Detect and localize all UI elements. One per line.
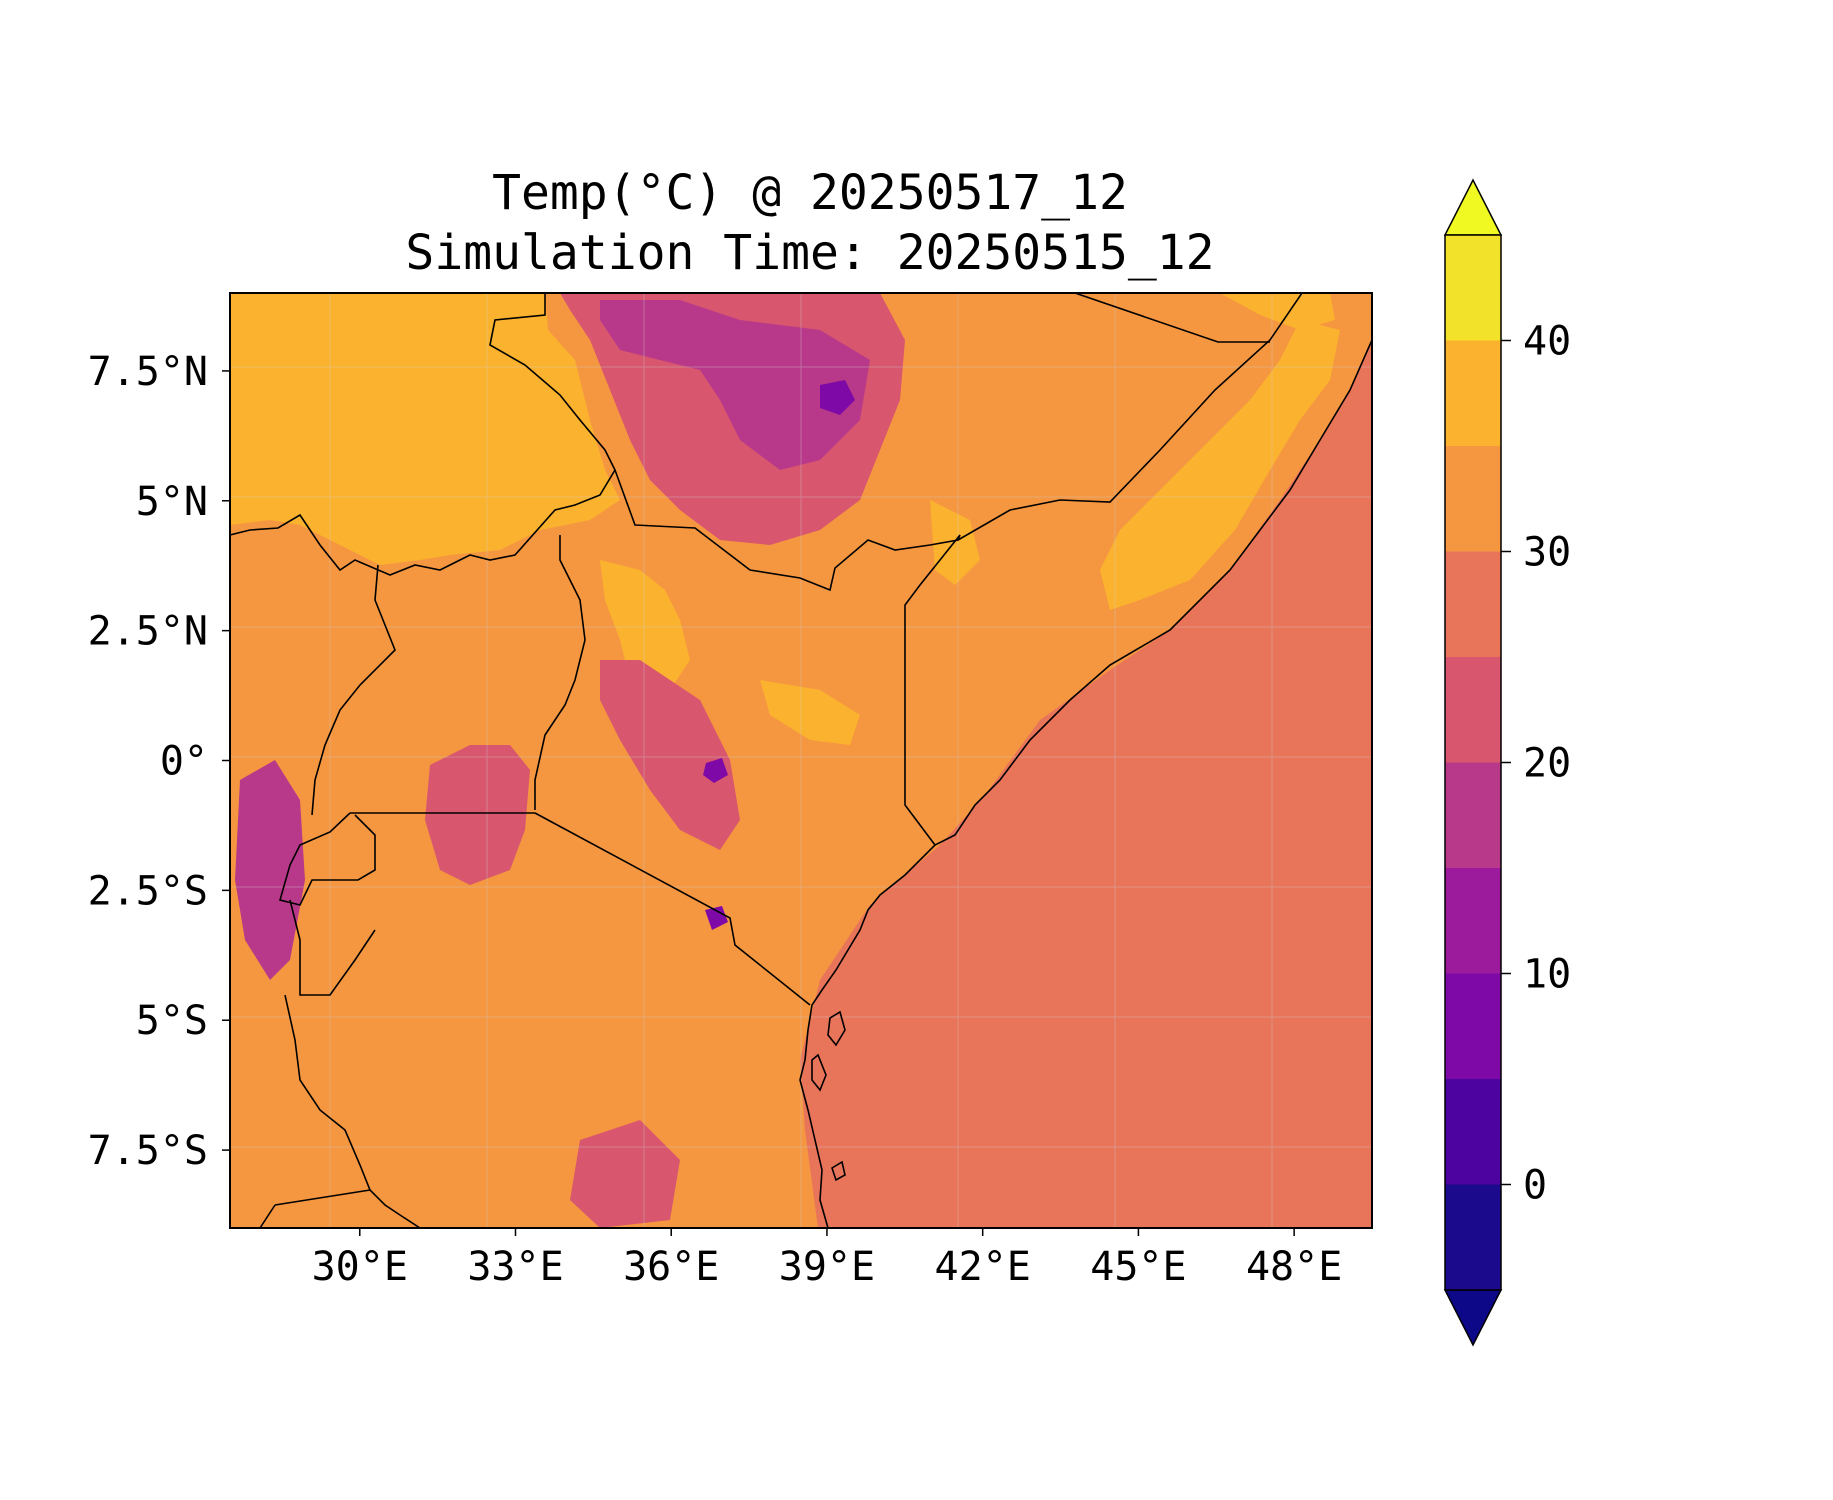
ethiopia-kenya-border bbox=[614, 469, 961, 592]
colorbar-segment bbox=[1445, 1184, 1501, 1290]
pemba bbox=[811, 1053, 827, 1092]
y-tick-label: 5°S bbox=[136, 998, 208, 1044]
ethiopia-somalia-border bbox=[957, 293, 1303, 541]
x-tick-label: 42°E bbox=[935, 1244, 1031, 1290]
x-tick-label: 45°E bbox=[1090, 1244, 1186, 1290]
map-area bbox=[230, 293, 1372, 1228]
coastline bbox=[799, 339, 1372, 1228]
colorbar-segment bbox=[1445, 657, 1501, 763]
colorbar-tick-label: 10 bbox=[1523, 952, 1571, 998]
x-tick-label: 30°E bbox=[312, 1244, 408, 1290]
colorbar-segment bbox=[1445, 235, 1501, 341]
chart-subtitle: Simulation Time: 20250515_12 bbox=[405, 225, 1215, 281]
colorbar-segment bbox=[1445, 1079, 1501, 1185]
hot-region-turkana bbox=[600, 560, 690, 700]
colorbar-tick-label: 0 bbox=[1523, 1163, 1547, 1209]
y-tick-label: 2.5°N bbox=[88, 609, 208, 655]
x-tick-label: 39°E bbox=[779, 1244, 875, 1290]
y-tick-label: 2.5°S bbox=[88, 868, 208, 914]
drc-tanzania-lake bbox=[284, 994, 421, 1228]
x-axis: 30°E 33°E 36°E 39°E 42°E 45°E 48°E bbox=[312, 1228, 1342, 1290]
colorbar-segment bbox=[1445, 340, 1501, 446]
colorbar-segment bbox=[1445, 446, 1501, 552]
chart-title: Temp(°C) @ 20250517_12 bbox=[492, 165, 1128, 221]
colorbar-extend-high bbox=[1443, 178, 1503, 236]
zanzibar bbox=[827, 1010, 846, 1047]
kenya-tanzania-border bbox=[534, 812, 811, 1006]
colorbar-segment bbox=[1445, 762, 1501, 868]
hot-region-somalia bbox=[1100, 320, 1340, 610]
hot-region-east bbox=[760, 680, 860, 745]
kenya-highlands bbox=[600, 660, 740, 850]
lake-victoria-basin bbox=[425, 745, 530, 885]
colorbar-tick-label: 20 bbox=[1523, 741, 1571, 787]
kilimanjaro bbox=[705, 906, 728, 930]
ethiopia-eritrea-border bbox=[1074, 293, 1270, 343]
x-tick-label: 36°E bbox=[623, 1244, 719, 1290]
colorbar-tick-label: 30 bbox=[1523, 530, 1571, 576]
y-tick-label: 7.5°S bbox=[88, 1128, 208, 1174]
hot-region-north bbox=[1220, 293, 1335, 330]
y-tick-label: 7.5°N bbox=[88, 349, 208, 395]
burundi-tanzania-border bbox=[289, 899, 376, 996]
kenya-somalia-border bbox=[904, 534, 961, 846]
rwanda-burundi-border bbox=[279, 812, 376, 906]
south-sudan-border bbox=[230, 293, 616, 576]
zambia-border bbox=[274, 1189, 371, 1206]
southern-highlands bbox=[570, 1120, 680, 1228]
y-axis: 7.5°N 5°N 2.5°N 0° 2.5°S 5°S 7.5°S bbox=[88, 349, 230, 1174]
y-tick-label: 5°N bbox=[136, 479, 208, 525]
colorbar-segment bbox=[1445, 551, 1501, 657]
western-rift-highlands bbox=[235, 760, 305, 980]
colorbar: 0 10 20 30 40 bbox=[1443, 178, 1571, 1347]
mt-kenya bbox=[703, 758, 728, 783]
colorbar-segment bbox=[1445, 868, 1501, 974]
colorbar-segment bbox=[1445, 973, 1501, 1079]
colorbar-tick-label: 40 bbox=[1523, 319, 1571, 365]
hot-north-region bbox=[230, 293, 620, 565]
y-tick-label: 0° bbox=[160, 739, 208, 785]
mafia bbox=[831, 1160, 846, 1182]
x-tick-label: 48°E bbox=[1246, 1244, 1342, 1290]
zambia-drc-border bbox=[259, 1204, 276, 1228]
uganda-drc-border bbox=[311, 564, 396, 816]
colorbar-extend-low bbox=[1443, 1289, 1503, 1347]
uganda-border bbox=[534, 535, 586, 810]
ethiopian-peak bbox=[820, 380, 855, 415]
ethiopian-highlands-cold bbox=[600, 300, 870, 470]
gridlines bbox=[230, 293, 1372, 1228]
x-tick-label: 33°E bbox=[467, 1244, 563, 1290]
country-borders bbox=[230, 293, 1372, 1228]
